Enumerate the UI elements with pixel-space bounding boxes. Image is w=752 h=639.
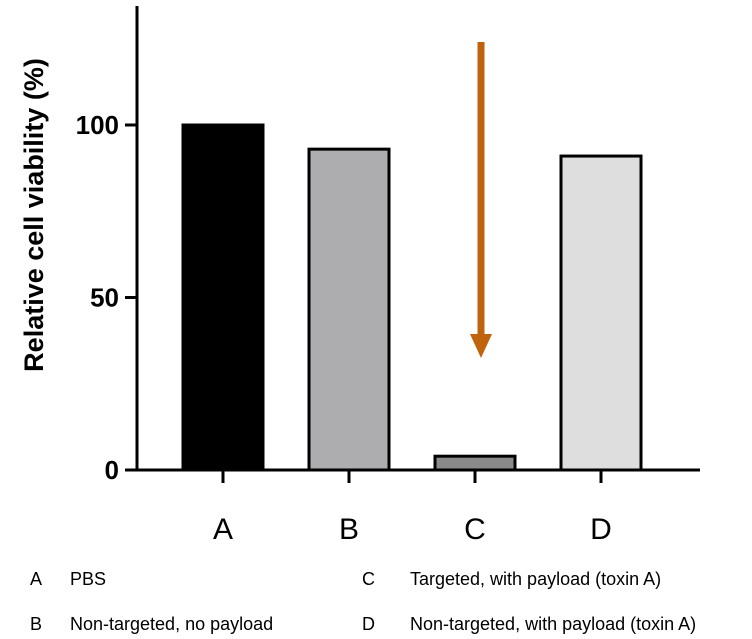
x-tick-label: B — [339, 513, 359, 546]
y-tick-label: 0 — [105, 455, 119, 485]
legend-label-a: PBS — [70, 569, 106, 589]
bar-b — [307, 147, 391, 472]
bar-d — [559, 154, 643, 472]
x-tick-label: C — [464, 513, 486, 546]
y-axis-label: Relative cell viability (%) — [19, 58, 49, 372]
bars — [181, 123, 643, 472]
legend-label-b: Non-targeted, no payload — [70, 614, 273, 634]
x-tick-label: D — [590, 513, 612, 546]
legend-key-b: B — [30, 614, 42, 634]
bar-c — [433, 454, 517, 472]
arrow-head — [470, 334, 492, 358]
y-tick-label: 100 — [76, 110, 119, 140]
y-tick-label: 50 — [90, 283, 119, 313]
bar-a — [181, 123, 265, 472]
legend-key-c: C — [362, 569, 375, 589]
legend-key-d: D — [362, 614, 375, 634]
legend-label-d: Non-targeted, with payload (toxin A) — [410, 614, 696, 634]
downward-arrow-annotation — [470, 42, 492, 358]
y-axis-ticks: 0 50 100 — [76, 110, 137, 485]
legend-key-a: A — [30, 569, 42, 589]
legend-label-c: Targeted, with payload (toxin A) — [410, 569, 661, 589]
legend: A PBS B Non-targeted, no payload C Targeted, … — [30, 569, 696, 634]
x-tick-label: A — [213, 513, 233, 546]
x-axis-ticks: A B C D — [213, 470, 612, 546]
